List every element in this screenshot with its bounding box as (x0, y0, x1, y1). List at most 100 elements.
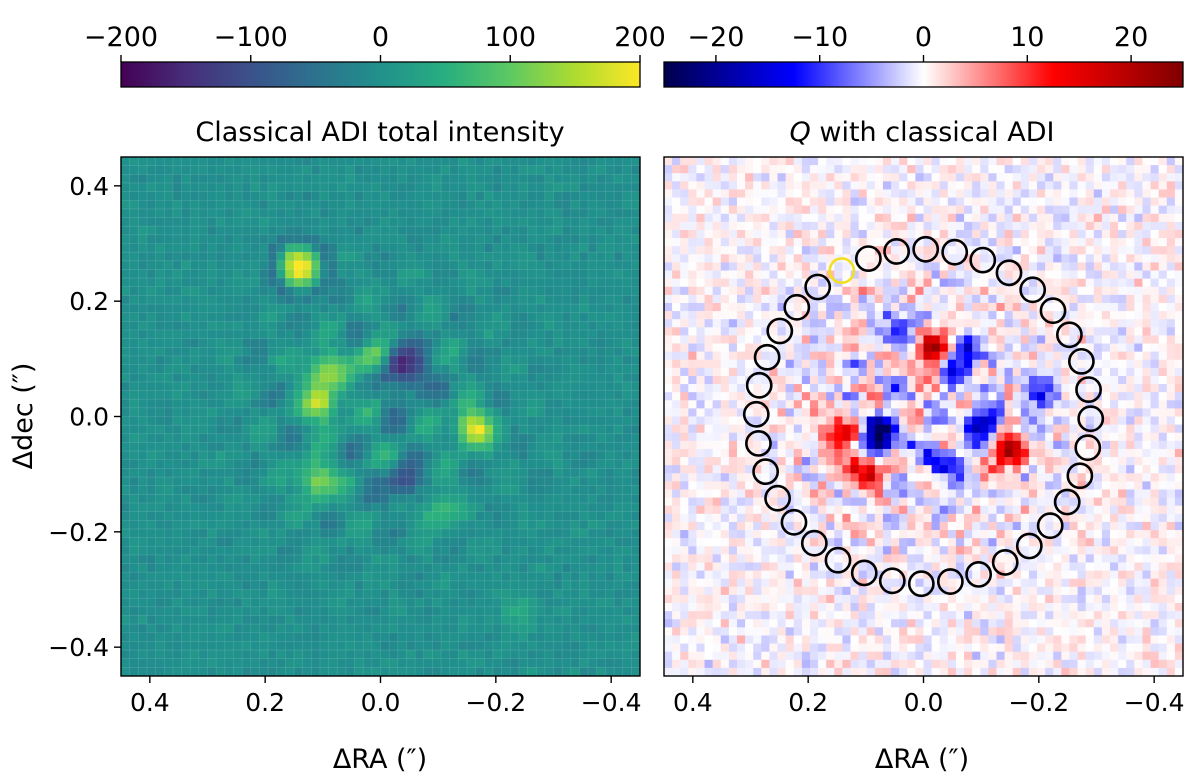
right-heatmap-cell (972, 254, 981, 263)
left-heatmap-cell (553, 191, 563, 201)
right-heatmap-cell (680, 278, 689, 288)
right-heatmap-cell (785, 270, 795, 280)
left-heatmap-cell (596, 624, 606, 634)
left-heatmap-cell (596, 433, 606, 443)
right-heatmap-cell (1158, 238, 1168, 247)
left-heatmap-cell (138, 658, 148, 668)
left-heatmap-cell (631, 615, 640, 625)
right-heatmap-cell (1012, 270, 1022, 280)
left-heatmap-cell (371, 269, 381, 279)
left-heatmap-cell (354, 217, 364, 227)
left-heatmap-cell (458, 563, 468, 573)
right-heatmap-cell (947, 213, 957, 223)
left-heatmap-cell (155, 520, 165, 530)
left-heatmap-cell (518, 554, 528, 564)
left-heatmap-cell (588, 641, 598, 651)
right-heatmap-cell (1174, 181, 1183, 190)
left-heatmap-cell (570, 252, 580, 262)
left-heatmap-cell (562, 234, 572, 244)
left-heatmap-cell (553, 485, 563, 495)
left-heatmap-cell (216, 658, 226, 668)
left-heatmap-cell (605, 667, 615, 676)
left-heatmap-cell (242, 425, 252, 435)
left-heatmap-cell (138, 208, 148, 218)
left-heatmap-cell (553, 174, 563, 184)
left-heatmap-cell (588, 174, 598, 184)
left-heatmap-cell (138, 667, 148, 676)
left-heatmap-cell (268, 252, 278, 262)
left-heatmap-cell (250, 234, 260, 244)
left-heatmap-cell (389, 537, 399, 547)
left-heatmap-cell (207, 234, 217, 244)
left-heatmap-cell (190, 667, 200, 676)
left-heatmap-cell (467, 278, 477, 288)
left-heatmap-cell (302, 546, 312, 556)
left-heatmap-cell (423, 330, 433, 340)
left-heatmap-cell (510, 451, 520, 461)
left-heatmap-cell (172, 407, 182, 417)
right-heatmap-cell (915, 246, 924, 255)
left-heatmap-cell (596, 390, 606, 400)
left-heatmap-cell (579, 563, 589, 573)
left-heatmap-cell (155, 589, 165, 599)
left-heatmap-cell (432, 632, 442, 642)
right-heatmap-cell (834, 286, 843, 296)
left-heatmap-cell (562, 632, 572, 642)
left-heatmap-cell (268, 503, 278, 513)
left-heatmap-cell (458, 286, 468, 296)
left-heatmap-cell (536, 157, 546, 167)
right-heatmap-cell (1077, 181, 1087, 190)
right-heatmap-cell (891, 238, 900, 247)
left-heatmap-cell (389, 234, 399, 244)
left-heatmap-cell (423, 563, 433, 573)
left-heatmap-cell (181, 554, 191, 564)
left-heatmap-cell (458, 528, 468, 538)
right-heatmap-cell (1150, 246, 1160, 255)
left-heatmap-cell (345, 537, 355, 547)
left-heatmap-cell (198, 347, 208, 357)
left-heatmap-cell (492, 295, 502, 305)
left-heatmap-cell (562, 416, 572, 426)
right-heatmap-cell (1134, 302, 1143, 312)
left-heatmap-cell (423, 390, 433, 400)
left-heatmap-cell (389, 494, 399, 504)
left-heatmap-cell (423, 580, 433, 590)
right-heatmap-cell (1174, 254, 1183, 263)
left-heatmap-cell (146, 157, 156, 167)
left-heatmap-cell (181, 494, 191, 504)
right-heatmap-cell (980, 165, 989, 174)
right-heatmap-cell (1012, 262, 1022, 271)
right-heatmap-cell (720, 197, 730, 207)
right-heatmap-cell (1150, 197, 1160, 207)
left-heatmap-cell (622, 416, 632, 426)
left-heatmap-cell (614, 416, 624, 426)
left-heatmap-cell (389, 589, 399, 599)
left-heatmap-cell (121, 615, 131, 625)
left-heatmap-cell (510, 338, 520, 348)
left-heatmap-cell (302, 658, 312, 668)
right-heatmap-cell (1110, 165, 1119, 174)
right-heatmap-cell (907, 294, 916, 304)
left-heatmap-cell (319, 355, 329, 365)
right-heatmap-cell (1085, 278, 1095, 288)
left-heatmap-cell (371, 624, 381, 634)
right-heatmap-cell (1158, 221, 1168, 231)
left-heatmap-cell (172, 442, 182, 452)
right-heatmap-cell (753, 294, 762, 304)
left-heatmap-cell (337, 252, 347, 262)
left-heatmap-cell (492, 572, 502, 582)
left-heatmap-cell (458, 347, 468, 357)
left-heatmap-cell (164, 286, 174, 296)
left-heatmap-cell (268, 563, 278, 573)
left-heatmap-cell (259, 451, 269, 461)
left-heatmap-cell (190, 433, 200, 443)
left-heatmap-cell (432, 373, 442, 383)
right-heatmap-cell (899, 229, 908, 239)
left-heatmap-cell (242, 312, 252, 322)
left-heatmap-cell (449, 252, 459, 262)
left-heatmap-cell (319, 537, 329, 547)
left-heatmap-cell (224, 226, 234, 236)
right-heatmap-cell (980, 254, 989, 263)
right-heatmap-cell (712, 189, 722, 198)
left-heatmap-cell (458, 425, 468, 435)
